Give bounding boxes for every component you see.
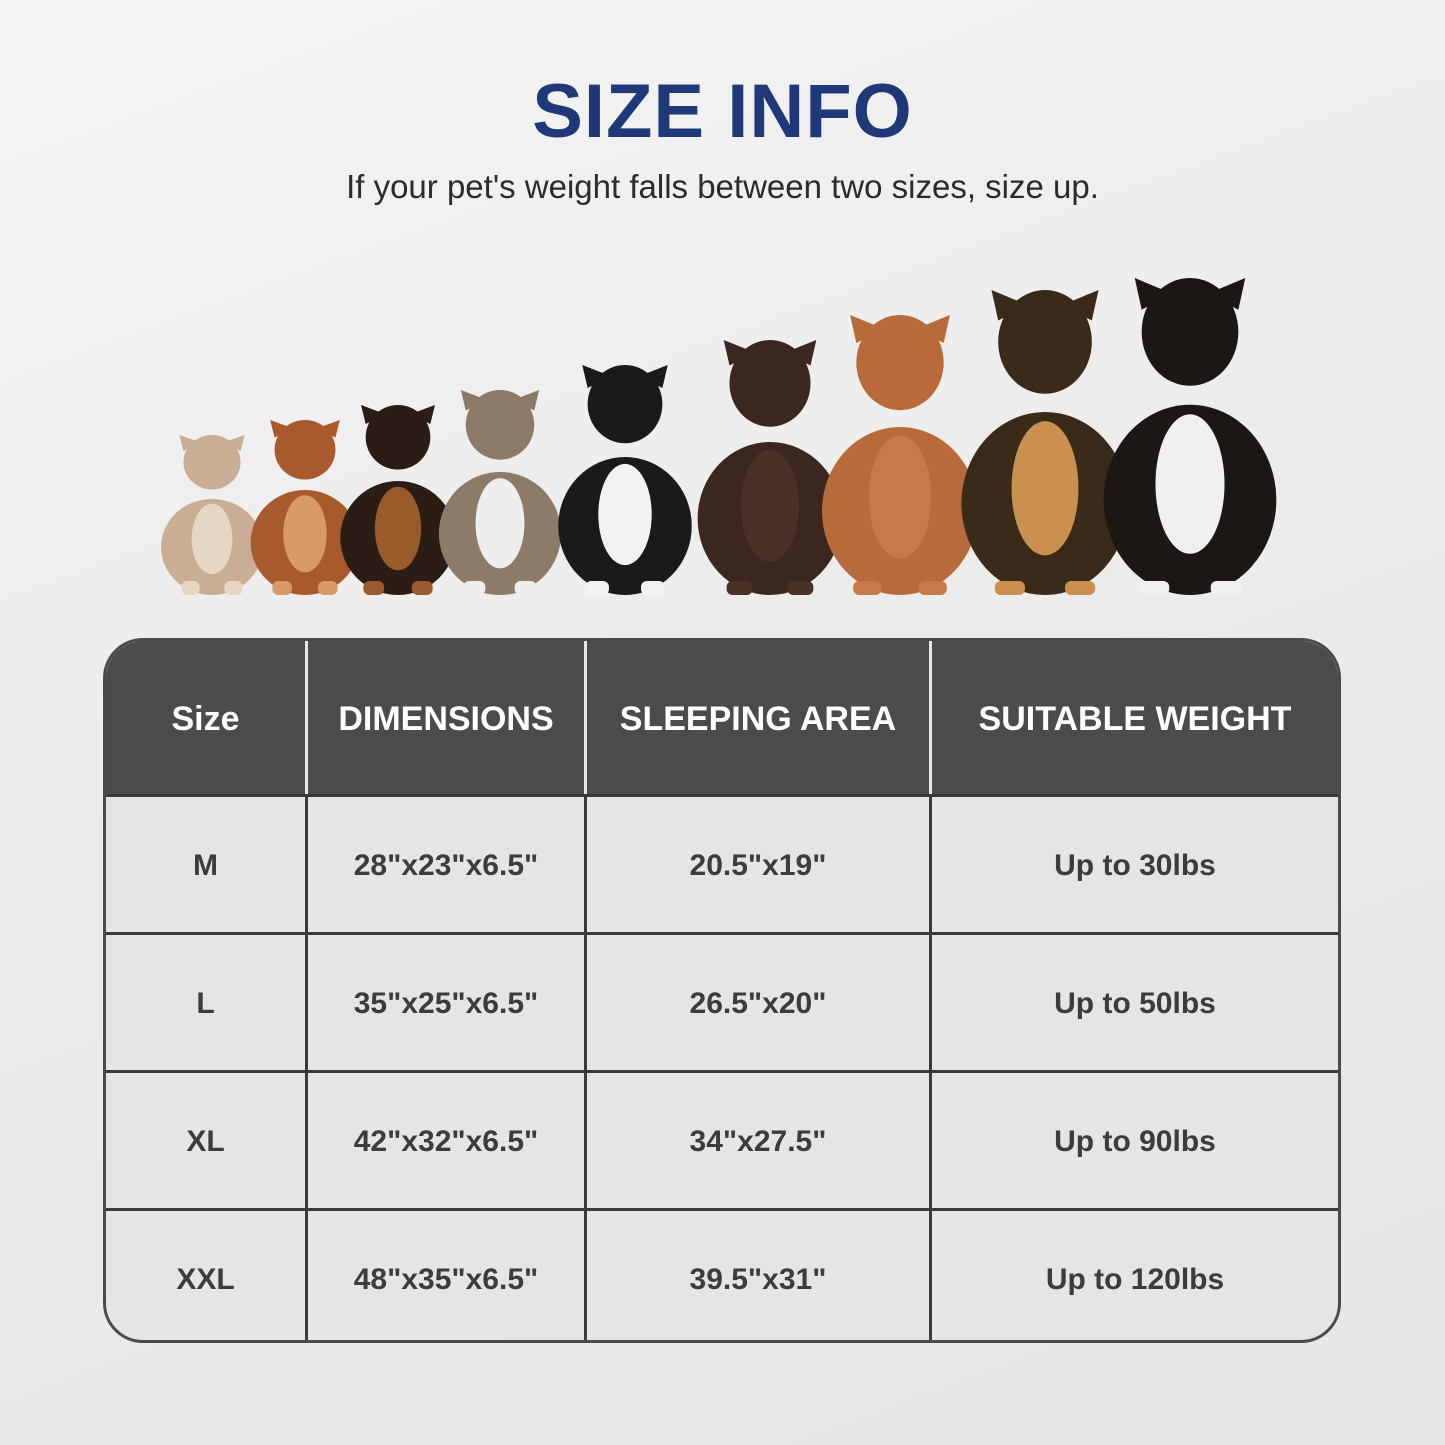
dog-icon <box>822 315 978 595</box>
cell-dimensions: 42"x32"x6.5" <box>308 1073 587 1211</box>
cell-dimensions: 48"x35"x6.5" <box>308 1211 587 1340</box>
cell-size: L <box>106 935 308 1073</box>
cell-size: XXL <box>106 1211 308 1340</box>
table-row: M 28"x23"x6.5" 20.5"x19" Up to 30lbs <box>106 794 1338 935</box>
cell-sleeping-area: 34"x27.5" <box>587 1073 932 1211</box>
table-row: XL 42"x32"x6.5" 34"x27.5" Up to 90lbs <box>106 1070 1338 1211</box>
header-sleeping-area: SLEEPING AREA <box>587 641 932 797</box>
size-table: Size DIMENSIONS SLEEPING AREA SUITABLE W… <box>103 638 1341 1343</box>
header-dimensions: DIMENSIONS <box>308 641 587 797</box>
page-title: SIZE INFO <box>532 69 913 154</box>
cell-weight: Up to 90lbs <box>1054 1125 1216 1158</box>
dog-icon <box>558 365 692 595</box>
dog-icon <box>161 435 263 595</box>
cell-weight: Up to 120lbs <box>1045 1263 1225 1296</box>
cell-weight: Up to 50lbs <box>1054 987 1216 1020</box>
table-header-row: Size DIMENSIONS SLEEPING AREA SUITABLE W… <box>106 641 1338 797</box>
cell-dimensions: 35"x25"x6.5" <box>308 935 587 1073</box>
table-row: XXL 48"x35"x6.5" 39.5"x31" Up to 120lbs <box>106 1208 1338 1340</box>
page-subtitle: If your pet's weight falls between two s… <box>346 168 1099 205</box>
table-row: L 35"x25"x6.5" 26.5"x20" Up to 50lbs <box>106 932 1338 1073</box>
dog-icon <box>438 390 562 595</box>
dog-icon <box>340 405 456 595</box>
cell-sleeping-area: 39.5"x31" <box>587 1211 932 1340</box>
header-size: Size <box>106 641 308 797</box>
cell-size: M <box>106 797 308 935</box>
dog-icon <box>1103 278 1277 595</box>
cell-sleeping-area: 26.5"x20" <box>587 935 932 1073</box>
cell-dimensions: 28"x23"x6.5" <box>308 797 587 935</box>
cell-size: XL <box>106 1073 308 1211</box>
cell-sleeping-area: 20.5"x19" <box>587 797 932 935</box>
cell-weight: Up to 30lbs <box>1054 849 1216 882</box>
dogs-lineup-image <box>161 278 1277 595</box>
dog-icon <box>697 340 843 595</box>
dog-icon <box>250 420 360 595</box>
header-suitable-weight: SUITABLE WEIGHT <box>978 699 1292 738</box>
dog-icon <box>961 290 1129 595</box>
